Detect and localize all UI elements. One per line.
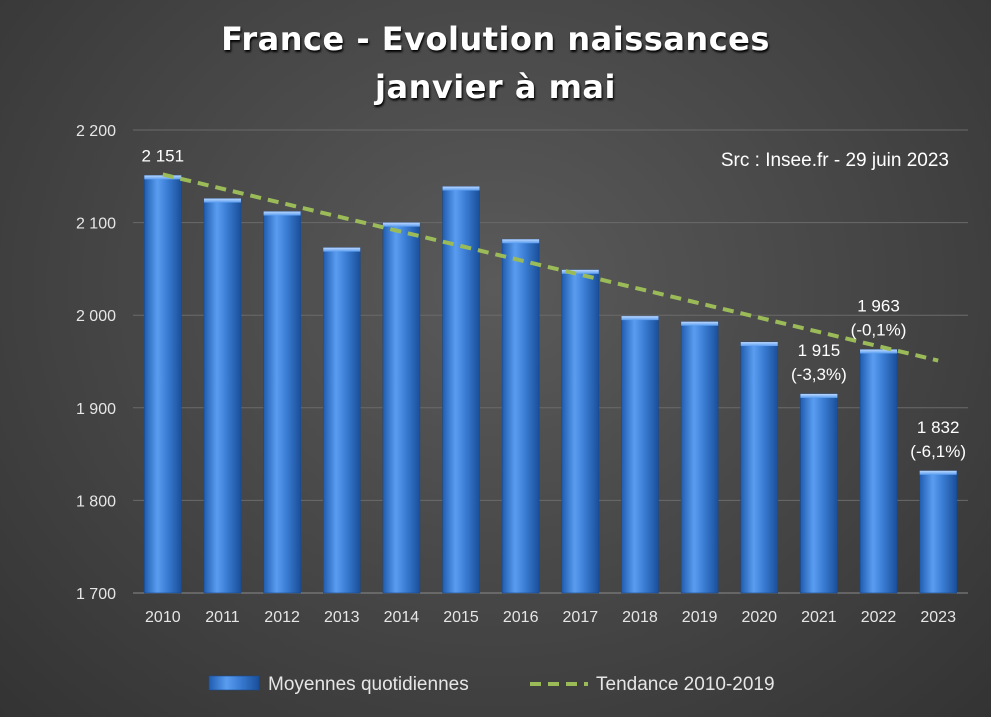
x-tick-label: 2023 [920, 609, 956, 626]
legend-label-trend: Tendance 2010-2019 [596, 674, 775, 695]
data-label: 1 963 [857, 296, 900, 315]
x-axis: 2010 2011 2012 2013 2014 2015 2016 2017 2018 2019… [145, 609, 956, 626]
chart-title-line1: France - Evolution naissances [221, 20, 770, 58]
chart-title-line2: janvier à mai [375, 68, 616, 106]
bar [561, 269, 600, 594]
x-tick-label: 2018 [622, 609, 658, 626]
data-label: (-6,1%) [910, 442, 966, 461]
data-label: (-3,3%) [791, 365, 847, 384]
bar [144, 175, 182, 594]
x-tick-label: 2010 [145, 609, 181, 626]
bar-top-highlight [919, 470, 957, 475]
y-tick-label: 1 700 [76, 586, 116, 603]
trend-line-series [162, 172, 939, 363]
data-label: 2 151 [142, 146, 185, 165]
x-tick-label: 2016 [503, 609, 539, 626]
legend-bar-swatch [208, 675, 260, 691]
x-tick-label: 2015 [443, 609, 479, 626]
bar-top-highlight [800, 393, 838, 398]
x-tick-label: 2019 [682, 609, 718, 626]
bar-top-highlight [203, 198, 241, 203]
x-tick-label: 2017 [563, 609, 599, 626]
bar-top-highlight [442, 186, 480, 191]
y-tick-label: 2 100 [76, 216, 116, 233]
data-labels: 2 151 1 915 (-3,3%) 1 963 (-0,1%) 1 832 (-6,1%… [142, 146, 966, 460]
legend: Moyennes quotidiennes Tendance 2010-2019 [208, 674, 775, 695]
bar [859, 349, 898, 594]
source-note: Src : Insee.fr - 29 juin 2023 [720, 150, 949, 171]
bar-top-highlight [144, 175, 182, 180]
bar-top-highlight [263, 211, 301, 216]
bar [322, 247, 361, 594]
bar [740, 341, 779, 594]
bar-series [144, 175, 957, 594]
y-tick-label: 2 200 [76, 123, 116, 140]
x-tick-label: 2013 [324, 609, 360, 626]
y-axis: 1 700 1 800 1 900 2 000 2 100 2 200 [76, 123, 116, 603]
x-tick-label: 2011 [205, 609, 240, 626]
bar [203, 198, 242, 594]
x-tick-label: 2014 [384, 609, 420, 626]
bar [263, 211, 301, 594]
bar-top-highlight [860, 349, 898, 354]
bar [680, 321, 719, 594]
bar-top-highlight [382, 222, 420, 227]
bar-top-highlight [621, 316, 659, 321]
y-tick-label: 2 000 [76, 308, 116, 325]
bar [919, 470, 957, 594]
x-tick-label: 2022 [861, 609, 897, 626]
y-tick-label: 1 900 [76, 401, 116, 418]
bar [621, 315, 659, 594]
bar-top-highlight [740, 342, 778, 347]
bar [382, 222, 421, 594]
data-label: 1 832 [917, 418, 960, 437]
x-tick-label: 2020 [741, 609, 777, 626]
bar [442, 186, 480, 594]
bar [501, 238, 540, 594]
data-label: (-0,1%) [851, 320, 907, 339]
bar-top-highlight [502, 239, 540, 244]
gridlines [133, 129, 968, 594]
x-tick-label: 2021 [801, 609, 837, 626]
bar-top-highlight [323, 247, 361, 252]
y-tick-label: 1 800 [76, 493, 116, 510]
legend-label-bars: Moyennes quotidiennes [268, 674, 469, 695]
data-label: 1 915 [798, 341, 841, 360]
x-tick-label: 2012 [264, 609, 300, 626]
trend-line [162, 172, 939, 363]
bar-top-highlight [561, 269, 599, 274]
bar-top-highlight [681, 321, 719, 326]
bar [800, 393, 838, 594]
